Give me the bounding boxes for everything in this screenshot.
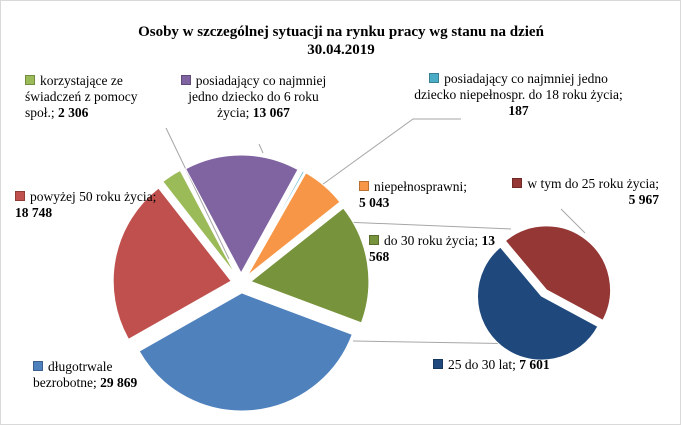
label-marker [25,75,35,85]
data-label: 25 do 30 lat; 7 601 [433,357,623,373]
pie-slice [162,169,236,275]
label-marker [180,75,191,85]
data-label: do 30 roku życia; 13 568 [369,233,504,265]
label-marker [15,191,25,201]
label-marker [512,178,523,188]
leader-line [318,118,461,188]
category-label: powyżej 50 roku życia; [30,189,157,204]
pie-slice [504,225,612,321]
value-label: 2 306 [58,105,89,120]
pie-slice [247,172,341,276]
category-label: posiadający co najmniej jedno dziecko do… [188,73,327,120]
value-label: 13 067 [252,105,290,120]
value-label: 29 869 [100,375,138,390]
category-label: w tym do 25 roku życia; [527,176,659,191]
pie-slice [184,154,299,275]
leader-line [258,143,264,154]
pie-slice [245,170,305,275]
data-label: korzystające ze świadczeń z pomocy społ.… [25,73,155,121]
data-label: niepełnosprawni; 5 043 [359,179,474,211]
leader-line [560,208,586,234]
label-marker [33,361,43,371]
data-label: posiadający co najmniej jedno dziecko ni… [411,71,626,119]
category-label: 25 do 30 lat; [448,357,516,372]
value-label: 5 043 [359,195,390,210]
category-label: posiadający co najmniej jedno dziecko ni… [414,71,623,102]
value-label: 18 748 [15,205,53,220]
label-marker [369,235,379,245]
data-label: powyżej 50 roku życia; 18 748 [15,189,165,221]
category-label: do 30 roku życia; [384,233,479,248]
category-label: niepełnosprawni; [374,179,467,194]
pie-slice [249,207,370,324]
value-label: 13 568 [369,233,495,264]
pie-slice [112,187,232,340]
pie-slice [477,246,599,361]
category-label: korzystające ze świadczeń z pomocy społ.… [25,73,138,120]
value-label: 7 601 [519,357,550,372]
data-label: posiadający co najmniej jedno dziecko do… [171,73,336,121]
value-label: 187 [508,103,529,118]
category-label: długotrwale bezrobotne; [33,359,113,390]
pie-slice [138,292,353,412]
data-label: w tym do 25 roku życia; 5 967 [509,176,659,208]
data-label: długotrwale bezrobotne; 29 869 [33,359,143,391]
leader-line [165,127,230,260]
chart-title: Osoby w szczególnej sytuacji na rynku pr… [138,24,544,58]
connector [343,221,512,230]
label-marker [429,73,440,83]
label-marker [433,359,443,369]
label-marker [359,181,369,191]
value-label: 5 967 [628,192,659,207]
